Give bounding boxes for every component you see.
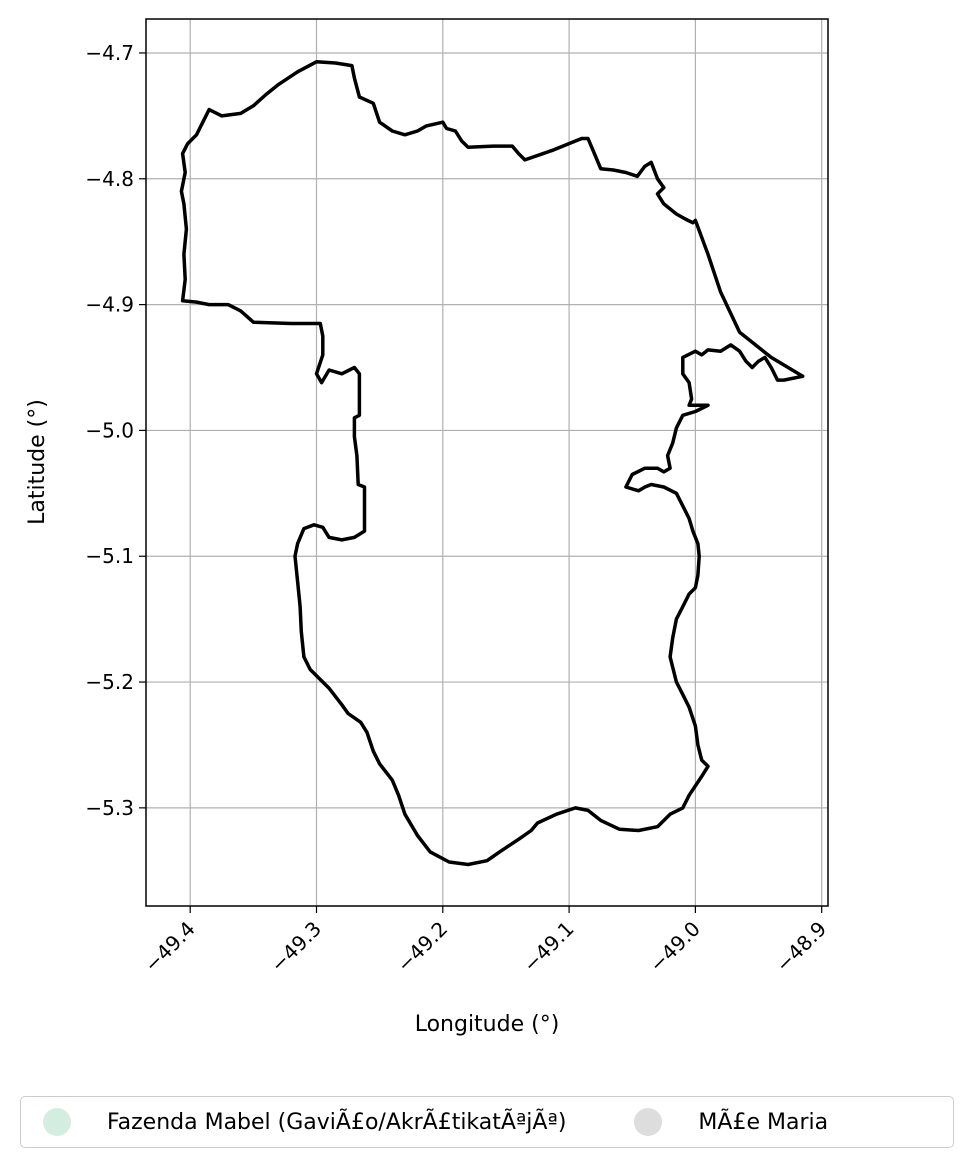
legend-item-mae-maria: MÃ£e Maria — [634, 1108, 828, 1136]
y-tick-label: −5.1 — [85, 544, 134, 568]
y-tick-label: −5.0 — [85, 418, 134, 442]
x-tick-label: −49.3 — [266, 917, 326, 977]
y-tick-label: −5.2 — [85, 670, 134, 694]
y-tick-label: −4.9 — [85, 293, 134, 317]
plot-frame — [145, 18, 829, 907]
x-axis-title: Longitude (°) — [415, 1012, 560, 1037]
y-axis-title: Latitude (°) — [25, 399, 50, 525]
x-tick-label: −49.4 — [139, 917, 199, 977]
legend-item-fazenda-mabel: Fazenda Mabel (GaviÃ£o/AkrÃ£tikatÃªjÃª) — [43, 1108, 566, 1136]
legend-label: Fazenda Mabel (GaviÃ£o/AkrÃ£tikatÃªjÃª) — [107, 1109, 567, 1135]
territory-boundary — [179, 60, 805, 867]
x-tick-label: −49.1 — [518, 917, 578, 977]
y-tick-label: −5.3 — [85, 796, 134, 820]
y-tick-label: −4.8 — [85, 167, 134, 191]
map-plot: −49.4 −49.3 −49.2 −49.1 −49.0 −48.9 −4.7 −4.8 −4… — [25, 18, 831, 1037]
grid-lines — [146, 19, 828, 906]
x-tick-label: −49.2 — [392, 917, 452, 977]
legend-label: MÃ£e Maria — [698, 1109, 829, 1135]
axis-ticks: −49.4 −49.3 −49.2 −49.1 −49.0 −48.9 −4.7 −4.8 −4… — [85, 41, 831, 977]
legend-marker — [43, 1108, 71, 1136]
y-tick-label: −4.7 — [85, 41, 134, 65]
territory-boundaries — [179, 60, 805, 867]
legend: Fazenda Mabel (GaviÃ£o/AkrÃ£tikatÃªjÃª) … — [20, 1096, 954, 1148]
x-tick-label: −48.9 — [771, 917, 831, 977]
x-tick-label: −49.0 — [645, 917, 705, 977]
legend-marker — [634, 1108, 663, 1136]
